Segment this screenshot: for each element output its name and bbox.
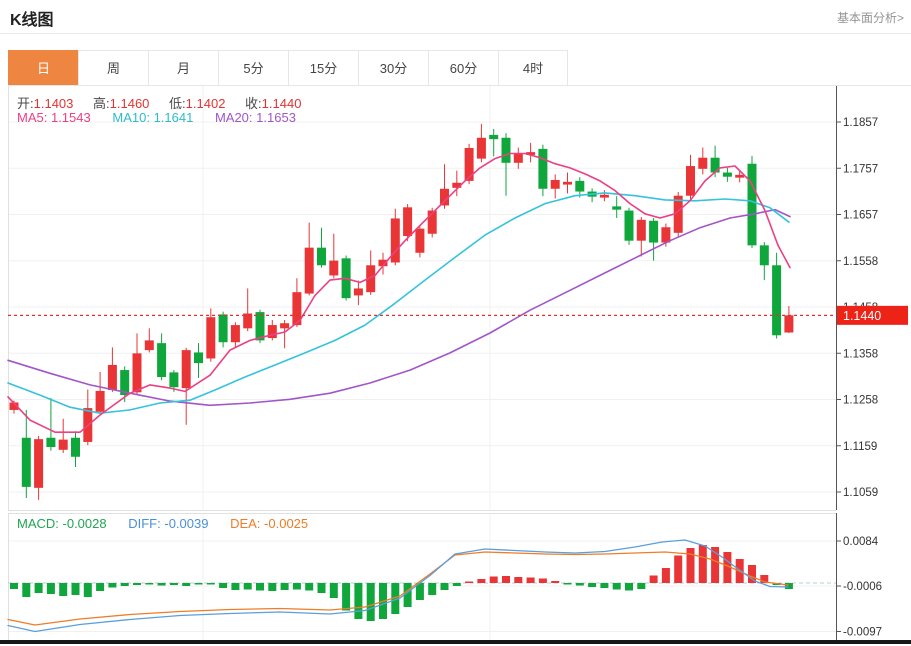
macd-chart-canvas[interactable]: 0.0084 -0.0006 -0.0097	[0, 511, 911, 646]
tab-week[interactable]: 周	[78, 50, 148, 86]
svg-text:1.1558: 1.1558	[843, 256, 878, 268]
fundamental-analysis-link[interactable]: 基本面分析>	[836, 11, 904, 25]
dea-line	[7, 551, 789, 626]
tab-4hour[interactable]: 4时	[498, 50, 568, 86]
svg-text:1.1657: 1.1657	[843, 210, 878, 222]
svg-text:1.1440: 1.1440	[843, 309, 881, 323]
tab-day[interactable]: 日	[8, 50, 78, 86]
svg-text:1.1757: 1.1757	[843, 163, 878, 175]
svg-text:1.1857: 1.1857	[843, 117, 878, 129]
tab-30min[interactable]: 30分	[358, 50, 428, 86]
diff-line	[7, 539, 789, 633]
bottom-border-bar	[0, 640, 911, 644]
svg-text:1.1159: 1.1159	[843, 441, 877, 453]
svg-text:-0.0097: -0.0097	[843, 627, 882, 639]
ma20-line	[7, 208, 791, 407]
current-price-tag: 1.1440	[837, 305, 908, 325]
macd-y-tick-labels: 0.0084 -0.0006 -0.0097	[836, 536, 882, 639]
kline-chart-canvas[interactable]: 1.18571.17571.16571.15581.14581.13581.12…	[0, 86, 911, 511]
timeframe-tabs: 日周月 5分 15分 30分 60分 4时	[8, 50, 568, 86]
ma10-line	[7, 192, 790, 415]
tab-15min[interactable]: 15分	[288, 50, 358, 86]
svg-text:0.0084: 0.0084	[843, 536, 879, 548]
svg-text:1.1059: 1.1059	[843, 487, 878, 499]
main-gridlines	[8, 86, 836, 510]
ma5-line	[7, 152, 791, 434]
tab-month[interactable]: 月	[148, 50, 218, 86]
tabbar-underline	[8, 85, 911, 86]
tab-5min[interactable]: 5分	[218, 50, 288, 86]
svg-text:-0.0006: -0.0006	[843, 581, 882, 593]
page-title: K线图	[10, 12, 54, 29]
candlesticks	[9, 123, 794, 500]
tab-60min[interactable]: 60分	[428, 50, 498, 86]
svg-text:1.1258: 1.1258	[843, 395, 878, 407]
main-y-tick-labels: 1.18571.17571.16571.15581.14581.13581.12…	[836, 117, 878, 499]
svg-text:1.1358: 1.1358	[843, 348, 878, 360]
header-divider	[0, 33, 911, 34]
